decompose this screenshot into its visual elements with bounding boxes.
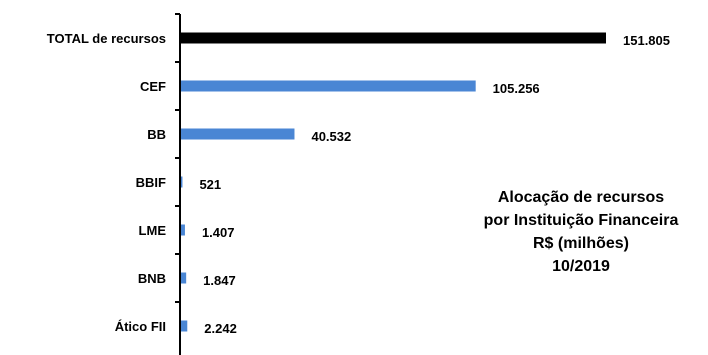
value-label: 521 (199, 177, 221, 192)
bar-5 (181, 224, 185, 236)
category-label: CEF (140, 79, 166, 94)
value-label: 151.805 (623, 33, 670, 48)
category-label: LME (139, 223, 167, 238)
category-label: BB (147, 127, 166, 142)
value-label: 1.847 (203, 273, 236, 288)
bar-4 (181, 176, 183, 188)
annotation-line-1: Alocação de recursos (497, 189, 665, 206)
category-label: BNB (138, 271, 166, 286)
bar-6 (181, 272, 187, 284)
category-label: Ático FII (115, 319, 166, 334)
bar-1 (181, 32, 606, 44)
annotation-line-2: por Instituição Financeira (483, 212, 679, 229)
value-label: 1.407 (202, 225, 235, 240)
value-label: 105.256 (493, 81, 540, 96)
value-label: 2.242 (204, 321, 237, 336)
chart-annotation: Alocação de recursos por Instituição Fin… (448, 186, 708, 278)
category-label: BBIF (136, 175, 166, 190)
bar-3 (181, 128, 295, 140)
value-label: 40.532 (311, 129, 351, 144)
annotation-line-4: 10/2019 (552, 258, 610, 275)
bar-2 (181, 80, 476, 92)
category-label: TOTAL de recursos (47, 31, 166, 46)
annotation-line-3: R$ (milhões) (532, 235, 629, 252)
bar-7 (181, 320, 188, 332)
